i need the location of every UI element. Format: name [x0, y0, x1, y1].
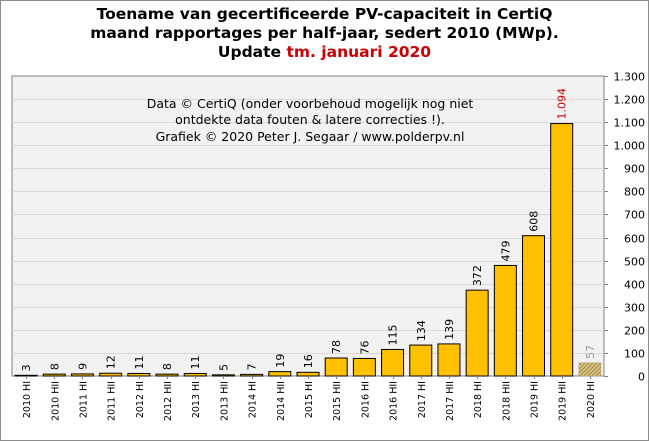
- chart-title-update-date: tm. januari 2020: [286, 43, 432, 61]
- value-label: 11: [133, 355, 146, 369]
- y-tick-label: 1.300: [614, 71, 646, 84]
- x-tick-label: 2015 HII: [332, 381, 343, 421]
- x-tick-label: 2018 HI: [473, 381, 484, 418]
- value-label: 5: [217, 364, 230, 371]
- value-label: 19: [274, 354, 287, 368]
- bar: [155, 373, 179, 377]
- bar: [437, 343, 461, 377]
- y-tick-label: 800: [624, 186, 645, 199]
- bar: [578, 362, 602, 377]
- y-tick-label: 500: [624, 256, 645, 269]
- x-axis: 2010 HI 2010 HII 2011 HI 2011 HII 2012 HI 201…: [22, 376, 597, 421]
- x-tick-label: 2019 HII: [558, 381, 569, 421]
- x-tick-label: 2010 HII: [50, 381, 61, 421]
- bar: [240, 373, 264, 377]
- x-tick-label: 2013 HI: [191, 381, 202, 418]
- value-label: 608: [528, 211, 541, 232]
- bar: [42, 373, 66, 377]
- bar: [381, 348, 405, 377]
- bar: [127, 372, 151, 377]
- value-label: 139: [443, 319, 456, 340]
- bar: [211, 374, 235, 377]
- y-tick-label: 300: [624, 302, 645, 315]
- value-label: 372: [471, 265, 484, 286]
- x-tick-label: 2014 HI: [248, 381, 259, 418]
- bar: [493, 264, 517, 377]
- y-tick-label: 100: [624, 348, 645, 361]
- value-label: 76: [358, 340, 371, 354]
- value-label: 1.094: [556, 88, 569, 120]
- bar: [550, 123, 574, 377]
- x-tick-label: 2016 HII: [389, 381, 400, 421]
- bar: [522, 235, 546, 377]
- x-tick-label: 2010 HI: [22, 381, 33, 418]
- y-tick-label: 700: [624, 209, 645, 222]
- bar: [70, 373, 94, 377]
- x-tick-label: 2017 HI: [417, 381, 428, 418]
- value-label: 8: [161, 363, 174, 370]
- value-label: 16: [302, 354, 315, 368]
- x-tick-label: 2020 HI: [586, 381, 597, 418]
- x-tick-label: 2012 HI: [135, 381, 146, 418]
- x-tick-label: 2017 HII: [445, 381, 456, 421]
- value-label: 57: [584, 345, 597, 359]
- x-tick-label: 2016 HI: [360, 381, 371, 418]
- value-label: 11: [189, 355, 202, 369]
- bar: [14, 374, 38, 377]
- x-tick-label: 2011 HII: [107, 381, 118, 421]
- value-label: 3: [20, 364, 33, 371]
- annotation-line-3: Grafiek © 2020 Peter J. Segaar / www.pol…: [156, 129, 465, 144]
- y-tick-label: 200: [624, 325, 645, 338]
- annotation-line-1: Data © CertiQ (onder voorbehoud mogelijk…: [147, 96, 474, 111]
- y-tick-label: 0: [638, 371, 645, 384]
- bar: [268, 371, 292, 377]
- bar: [465, 289, 489, 377]
- chart-title-line-3: Update tm. januari 2020: [0, 43, 649, 62]
- y-tick-label: 1.200: [614, 94, 646, 107]
- bar: [183, 372, 207, 377]
- x-tick-label: 2012 HII: [163, 381, 174, 421]
- bar: [99, 372, 123, 377]
- value-label: 7: [246, 363, 259, 370]
- x-tick-label: 2019 HI: [530, 381, 541, 418]
- y-tick-label: 1.100: [614, 117, 646, 130]
- value-label: 9: [76, 363, 89, 370]
- chart-title-line-1: Toename van gecertificeerde PV-capacitei…: [96, 5, 553, 23]
- chart-title-line-2: maand rapportages per half-jaar, sedert …: [90, 24, 559, 42]
- bars: [14, 123, 602, 377]
- y-axis: 0 100 200 300 400 500 600 700 800 900 1.000 1.100 1.…: [604, 71, 645, 384]
- y-tick-label: 400: [624, 279, 645, 292]
- y-tick-label: 900: [624, 163, 645, 176]
- x-tick-label: 2018 HII: [501, 381, 512, 421]
- bar: [324, 357, 348, 377]
- y-tick-label: 600: [624, 233, 645, 246]
- bar: [409, 344, 433, 377]
- value-label: 134: [415, 320, 428, 341]
- x-tick-label: 2015 HI: [304, 381, 315, 418]
- bar: [296, 371, 320, 377]
- value-label: 12: [105, 355, 118, 369]
- value-label: 8: [48, 363, 61, 370]
- x-tick-label: 2013 HII: [219, 381, 230, 421]
- value-label: 115: [387, 324, 400, 345]
- chart-title-update-prefix: Update: [217, 43, 287, 61]
- bar: [352, 357, 376, 377]
- x-tick-label: 2014 HII: [276, 381, 287, 421]
- value-label: 479: [499, 240, 512, 261]
- value-label: 78: [330, 340, 343, 354]
- annotation-line-2: ontdekte data fouten & latere correcties…: [175, 112, 445, 127]
- y-tick-label: 1.000: [614, 140, 646, 153]
- chart-title: Toename van gecertificeerde PV-capacitei…: [0, 5, 649, 62]
- x-tick-label: 2011 HI: [78, 381, 89, 418]
